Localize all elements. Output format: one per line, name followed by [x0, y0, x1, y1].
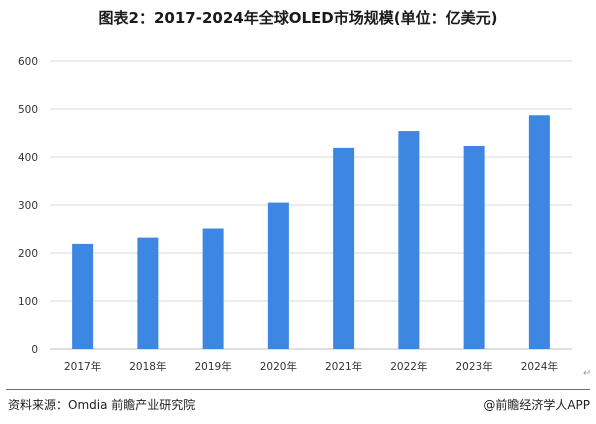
x-tick-label: 2023年	[456, 360, 493, 373]
bar	[72, 244, 93, 349]
footer-divider	[6, 389, 590, 390]
y-tick-label: 300	[18, 200, 38, 212]
x-tick-label: 2021年	[325, 360, 362, 373]
bar	[529, 115, 550, 349]
y-tick-label: 200	[18, 248, 38, 260]
x-tick-label: 2019年	[195, 360, 232, 373]
x-tick-label: 2017年	[64, 360, 101, 373]
brand-note: @前瞻经济学人APP	[483, 396, 590, 413]
bars	[72, 115, 550, 349]
grid-lines	[50, 61, 572, 349]
x-tick-label: 2018年	[129, 360, 166, 373]
y-tick-label: 500	[18, 104, 38, 116]
x-axis-ticks: 2017年 2018年 2019年 2020年 2021年 2022年 2023年 2024年	[64, 360, 558, 373]
y-tick-label: 0	[31, 344, 38, 356]
y-tick-label: 600	[18, 56, 38, 68]
x-tick-label: 2022年	[390, 360, 427, 373]
bar	[137, 238, 158, 349]
y-tick-label: 100	[18, 296, 38, 308]
y-axis-ticks: 0 100 200 300 400 500 600	[18, 56, 38, 356]
bar	[203, 229, 224, 349]
bar	[398, 131, 419, 349]
return-mark-icon: ↵	[583, 368, 591, 379]
y-tick-label: 400	[18, 152, 38, 164]
bar	[268, 203, 289, 349]
x-tick-label: 2020年	[260, 360, 297, 373]
bar	[464, 146, 485, 349]
x-tick-label: 2024年	[521, 360, 558, 373]
bar	[333, 148, 354, 349]
source-note: 资料来源：Omdia 前瞻产业研究院	[8, 396, 195, 413]
